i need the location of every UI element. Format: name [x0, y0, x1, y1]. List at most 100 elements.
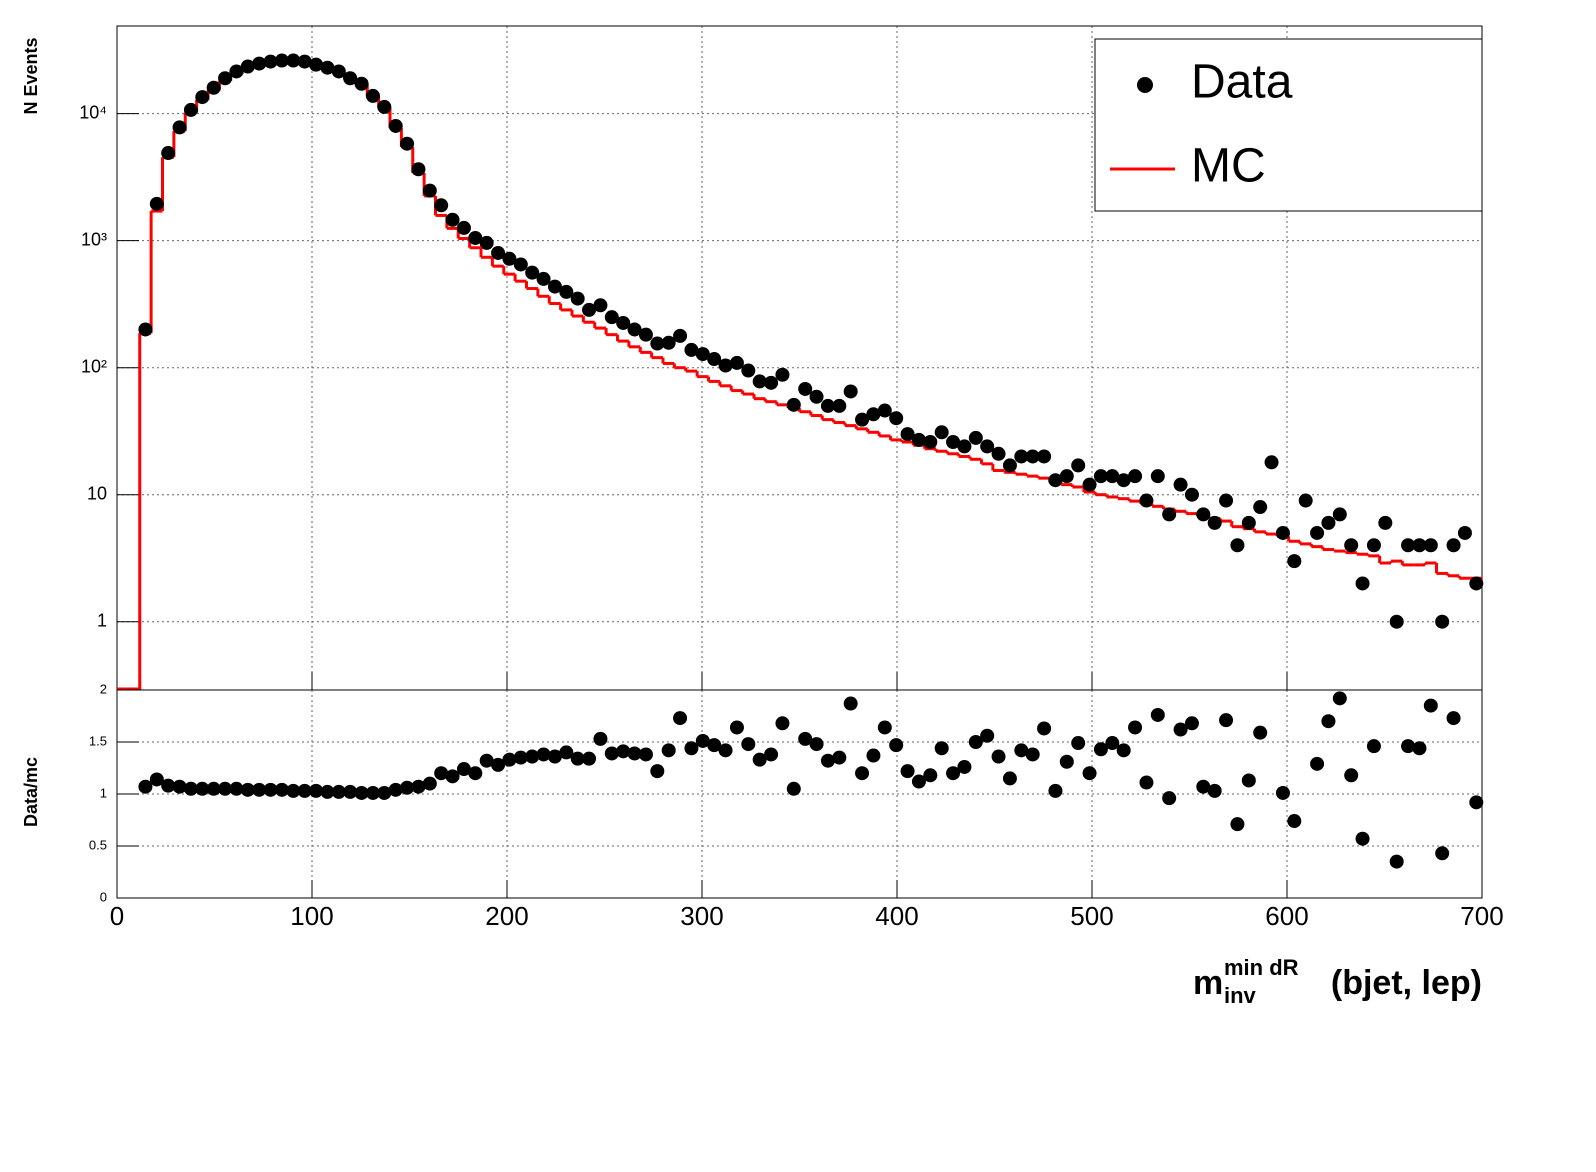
- data-point: [388, 782, 403, 797]
- data-point: [138, 322, 153, 337]
- data-point: [1355, 576, 1370, 591]
- data-point: [1207, 515, 1222, 530]
- data-point: [934, 741, 949, 756]
- data-point: [866, 748, 881, 763]
- data-point: [980, 439, 995, 454]
- data-point: [661, 335, 676, 350]
- data-point: [297, 783, 312, 798]
- data-point: [764, 747, 779, 762]
- data-point: [365, 785, 380, 800]
- data-point: [1389, 854, 1404, 869]
- data-point: [627, 322, 642, 337]
- data-point: [434, 198, 449, 213]
- data-point: [138, 779, 153, 794]
- data-point: [263, 54, 278, 69]
- data-point: [547, 279, 562, 294]
- x-tick-label: 400: [875, 901, 918, 931]
- data-point: [1253, 500, 1268, 515]
- y-axis-title: Data/mc: [21, 757, 41, 827]
- data-point: [172, 120, 187, 135]
- data-point: [855, 412, 870, 427]
- data-point: [1401, 538, 1416, 553]
- data-point: [149, 772, 164, 787]
- data-point: [1241, 773, 1256, 788]
- data-point: [1287, 814, 1302, 829]
- data-point: [968, 430, 983, 445]
- data-point: [968, 735, 983, 749]
- x-tick-label: 100: [290, 901, 333, 931]
- data-point: [1469, 795, 1484, 810]
- data-point: [559, 745, 574, 760]
- data-point: [855, 766, 870, 781]
- data-point: [343, 784, 358, 799]
- data-point: [1446, 538, 1461, 553]
- data-point: [1128, 469, 1143, 484]
- data-point: [627, 746, 642, 761]
- data-point: [456, 762, 471, 777]
- data-point: [707, 738, 722, 753]
- data-point: [900, 427, 915, 442]
- y-tick-label: 10³: [81, 229, 107, 249]
- data-point: [502, 752, 517, 767]
- data-point: [1401, 739, 1416, 754]
- data-point: [1105, 736, 1120, 751]
- data-point: [1184, 716, 1199, 731]
- data-point: [320, 60, 335, 75]
- data-point: [1082, 766, 1097, 781]
- data-point: [832, 750, 847, 765]
- data-point: [934, 425, 949, 440]
- data-point: [536, 747, 551, 762]
- data-point: [911, 774, 926, 789]
- data-point: [1389, 614, 1404, 629]
- data-point: [1423, 538, 1438, 553]
- data-point: [593, 298, 608, 313]
- data-point: [1116, 743, 1131, 758]
- data-point: [843, 384, 858, 399]
- data-point: [582, 302, 597, 317]
- data-point: [434, 766, 449, 781]
- data-point: [229, 781, 244, 796]
- data-point: [513, 257, 528, 272]
- data-point: [513, 750, 528, 765]
- data-point: [365, 88, 380, 103]
- y-tick-label: 0: [100, 889, 107, 904]
- data-point: [309, 783, 324, 798]
- data-point: [1219, 493, 1234, 508]
- data-point: [1116, 473, 1131, 488]
- data-point: [183, 781, 198, 796]
- data-point: [1230, 817, 1245, 832]
- data-point: [911, 432, 926, 447]
- data-point: [786, 397, 801, 412]
- x-axis-title-rest: (bjet, lep): [1331, 964, 1482, 1002]
- data-point: [1162, 507, 1177, 522]
- data-point: [1037, 449, 1052, 464]
- data-point: [1412, 741, 1427, 756]
- data-point: [1207, 783, 1222, 798]
- data-point: [1332, 691, 1347, 706]
- data-point: [1196, 779, 1211, 794]
- data-point: [547, 749, 562, 764]
- data-point: [183, 102, 198, 117]
- y-tick-label: 1.5: [89, 733, 107, 748]
- data-point: [1150, 707, 1165, 722]
- data-point: [354, 785, 369, 800]
- data-point: [786, 781, 801, 796]
- data-point: [684, 342, 699, 357]
- data-point: [638, 327, 653, 342]
- x-tick-label: 200: [485, 901, 528, 931]
- data-point: [1059, 754, 1074, 769]
- data-point: [604, 746, 619, 761]
- data-point: [1093, 469, 1108, 484]
- y-tick-label: 10⁴: [79, 102, 107, 122]
- data-point: [1241, 515, 1256, 530]
- legend-label: Data: [1191, 56, 1293, 109]
- legend-marker: [1137, 77, 1153, 93]
- data-point: [1014, 743, 1029, 758]
- data-point: [525, 749, 540, 764]
- data-point: [991, 749, 1006, 764]
- data-point: [309, 57, 324, 72]
- data-point: [741, 363, 756, 378]
- data-point: [274, 53, 289, 68]
- data-point: [1275, 525, 1290, 540]
- data-point: [718, 358, 733, 373]
